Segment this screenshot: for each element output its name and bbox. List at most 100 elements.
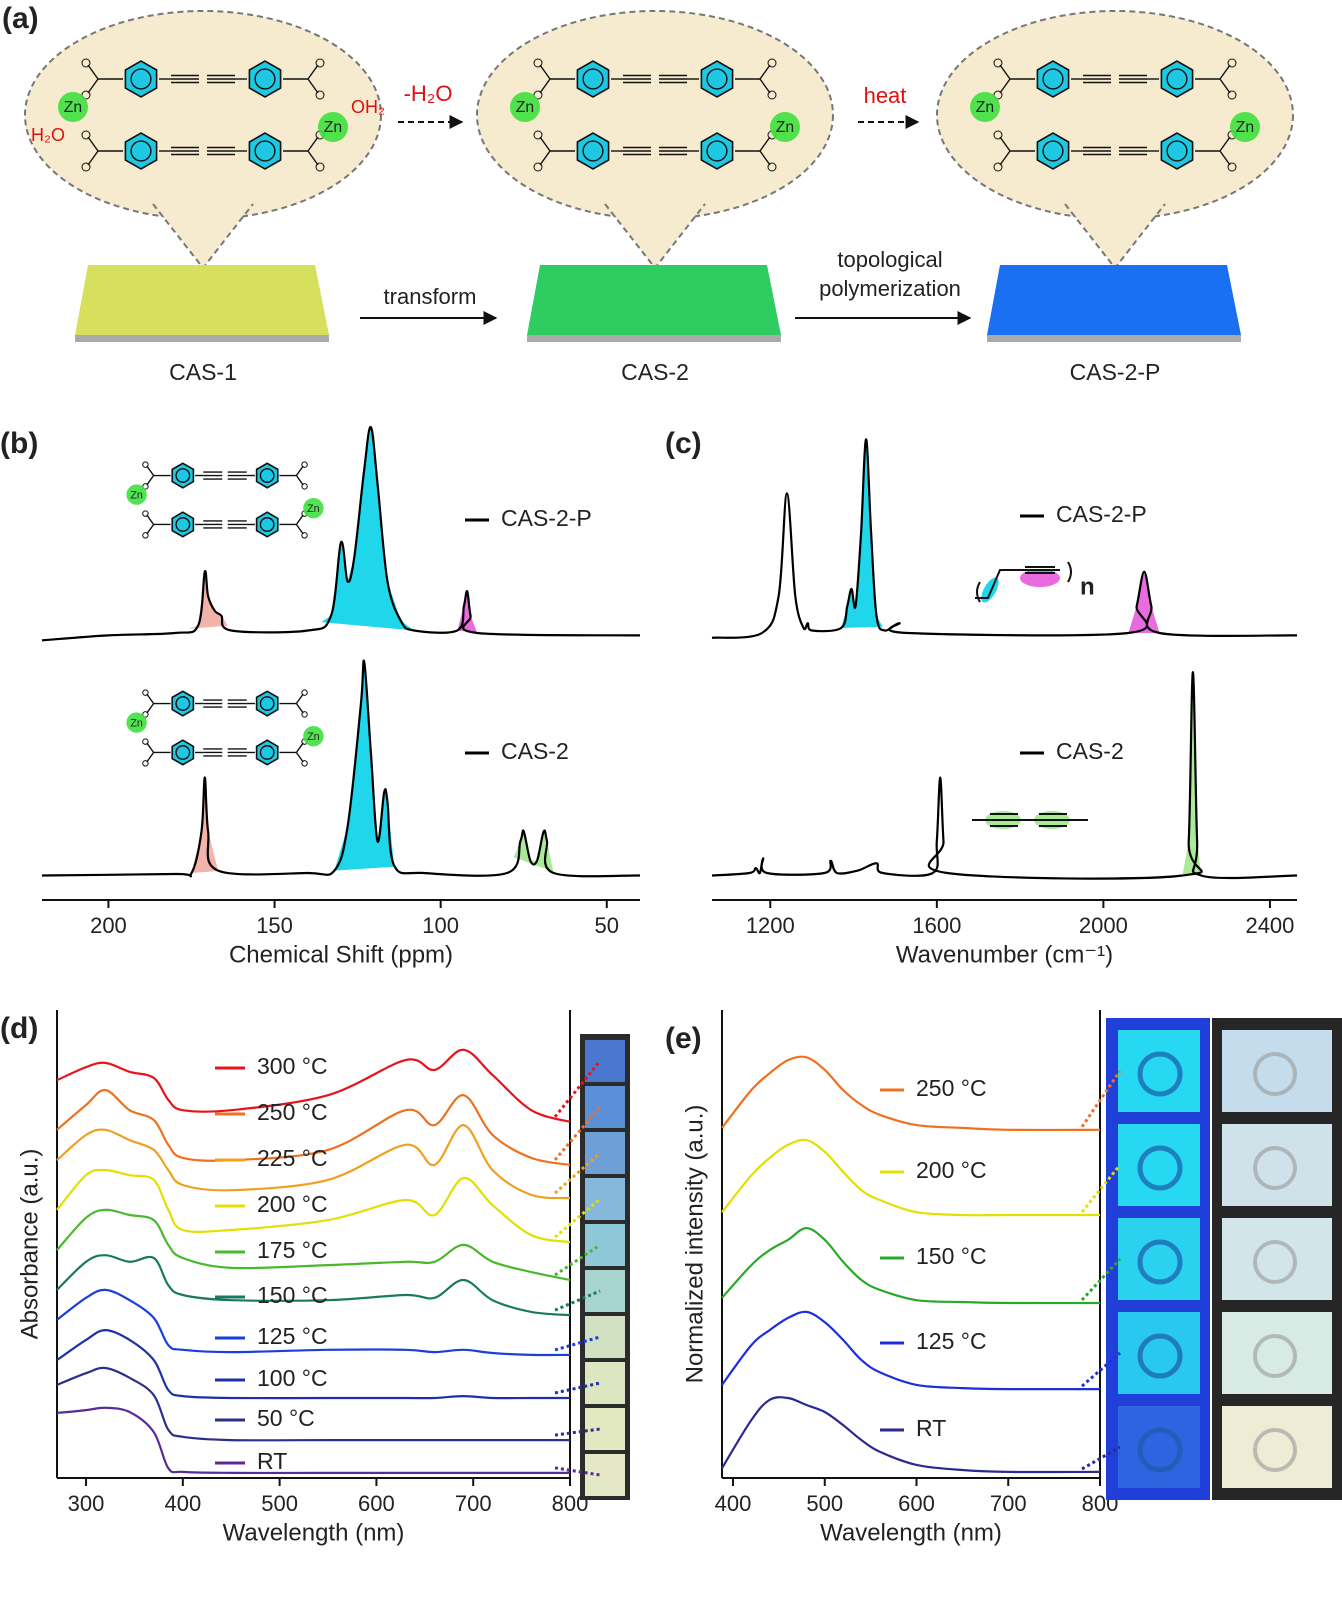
- benzene-ring: [1036, 132, 1070, 170]
- legend-label: 200 °C: [257, 1191, 328, 1217]
- oxygen: [142, 532, 149, 539]
- benzene-ring: [576, 132, 610, 170]
- ring-bond: [706, 68, 728, 90]
- pointer-arrow: [554, 1197, 601, 1239]
- photo-swatch: [1222, 1406, 1332, 1488]
- carboxylate: [87, 64, 99, 80]
- photo-swatch: [585, 1132, 625, 1174]
- label: Chemical Shift (ppm): [229, 941, 453, 968]
- legend-label: 150 °C: [257, 1282, 328, 1308]
- legend-label: 225 °C: [257, 1145, 328, 1171]
- carboxylate: [295, 703, 304, 714]
- carboxylate: [759, 136, 771, 152]
- x-tick-label: 500: [261, 1491, 298, 1516]
- pointer-arrow: [554, 1466, 601, 1477]
- carboxylate: [295, 475, 304, 486]
- oxygen: [301, 461, 308, 468]
- panda: [1137, 1239, 1183, 1285]
- legend-label: 100 °C: [257, 1365, 328, 1391]
- oxygen: [1227, 58, 1237, 68]
- film: [527, 265, 781, 335]
- ring-bond: [130, 68, 152, 90]
- spectrum-line: [56, 1288, 571, 1357]
- x-tick-label: 600: [898, 1491, 935, 1516]
- film: [75, 265, 329, 335]
- panda: [1253, 1052, 1297, 1096]
- carboxylate: [307, 150, 319, 166]
- label: Zn: [307, 503, 320, 515]
- pointer-arrow: [1080, 1164, 1122, 1213]
- oxygen: [142, 689, 149, 696]
- spectrum-line: [56, 1406, 570, 1475]
- spectrum-line: [56, 1254, 571, 1317]
- panda: [1253, 1334, 1297, 1378]
- x-tick-label: 700: [990, 1491, 1027, 1516]
- oxygen: [533, 162, 543, 172]
- oxygen: [533, 58, 543, 68]
- substrate: [527, 335, 781, 342]
- oxygen: [767, 162, 777, 172]
- pointer-arrow: [554, 1427, 601, 1437]
- ring-bond: [259, 745, 275, 760]
- x-tick-label: 300: [68, 1491, 105, 1516]
- carboxylate: [87, 136, 99, 152]
- photo-swatch: [1222, 1124, 1332, 1206]
- photo-swatch: [1118, 1406, 1200, 1488]
- highlight: [1020, 569, 1060, 587]
- benzene-ring: [1160, 60, 1194, 98]
- pointer-arrow: [554, 1151, 601, 1195]
- panda: [1137, 1145, 1183, 1191]
- panda: [1253, 1146, 1297, 1190]
- label: Zn: [776, 119, 794, 136]
- label: H₂O: [31, 125, 65, 145]
- oxygen: [142, 760, 149, 767]
- photo-swatch: [585, 1086, 625, 1128]
- photo-swatch: [1118, 1218, 1200, 1300]
- photo-swatch: [585, 1224, 625, 1266]
- spectrum-line: [711, 670, 1298, 880]
- ring-bond: [582, 68, 604, 90]
- panda: [1137, 1333, 1183, 1379]
- spectrum-line: [721, 1310, 1101, 1391]
- carboxylate: [1219, 136, 1231, 152]
- label: CAS-2-P: [1070, 359, 1161, 385]
- photo-swatch: [585, 1040, 625, 1082]
- label: Absorbance (a.u.): [16, 1149, 43, 1340]
- benzene-ring: [700, 60, 734, 98]
- ring-bond: [582, 140, 604, 162]
- legend-label: 125 °C: [916, 1328, 987, 1354]
- oxygen: [142, 510, 149, 517]
- benzene-ring: [124, 132, 158, 170]
- label: topological: [837, 247, 942, 272]
- benzene-ring: [248, 60, 282, 98]
- carboxylate: [539, 150, 551, 166]
- legend-label: CAS-2-P: [501, 505, 592, 531]
- oxygen: [81, 162, 91, 172]
- benzene-ring: [171, 462, 195, 489]
- label: Zn: [130, 717, 143, 729]
- ring-bond: [175, 745, 191, 760]
- ring-bond: [259, 517, 275, 532]
- carboxylate: [759, 64, 771, 80]
- carboxylate: [1219, 64, 1231, 80]
- photo-swatch: [1222, 1030, 1332, 1112]
- pointer-arrow: [554, 1381, 601, 1395]
- label: -H₂O: [404, 81, 453, 106]
- photo-swatch: [585, 1270, 625, 1312]
- label: CAS-2: [621, 359, 689, 385]
- label: Wavelength (nm): [820, 1519, 1002, 1546]
- carboxylate: [146, 752, 155, 763]
- benzene-ring: [255, 511, 279, 538]
- callout-pointer: [1067, 205, 1163, 268]
- spectrum-line: [721, 1055, 1101, 1132]
- ring-bond: [130, 140, 152, 162]
- carboxylate: [999, 136, 1011, 152]
- ring-bond: [1166, 68, 1188, 90]
- ring-bond: [1042, 68, 1064, 90]
- zinc-atom: [510, 92, 540, 122]
- label: n: [1080, 573, 1095, 600]
- benzene-ring: [255, 462, 279, 489]
- carboxylate: [146, 703, 155, 714]
- benzene-ring: [124, 60, 158, 98]
